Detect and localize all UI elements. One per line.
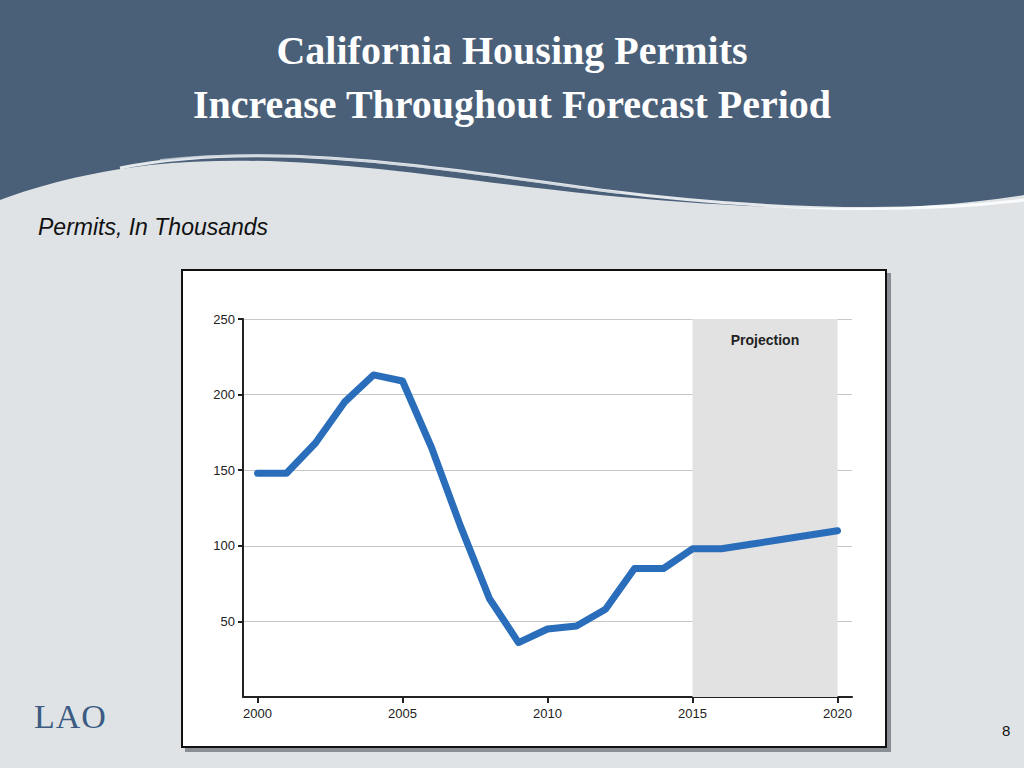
html-text:Permits, In Thousands: Permits, In Thousands: [38, 214, 269, 240]
svg-text:50: 50: [221, 614, 235, 629]
html-text:LAO: LAO: [34, 698, 107, 735]
svg-text:2000: 2000: [243, 706, 272, 721]
html-text:8: 8: [1002, 722, 1011, 739]
svg-text:2010: 2010: [533, 706, 562, 721]
svg-text:2005: 2005: [388, 706, 417, 721]
svg-text:2020: 2020: [823, 706, 852, 721]
svg-text:Projection: Projection: [731, 332, 799, 348]
svg-text:200: 200: [213, 387, 235, 402]
html-text:California Housing Permits Inc: California Housing Permits Increase Thro…: [192, 28, 832, 127]
svg-text:250: 250: [213, 312, 235, 327]
svg-text:100: 100: [213, 538, 235, 553]
svg-text:2015: 2015: [678, 706, 707, 721]
svg-text:150: 150: [213, 463, 235, 478]
